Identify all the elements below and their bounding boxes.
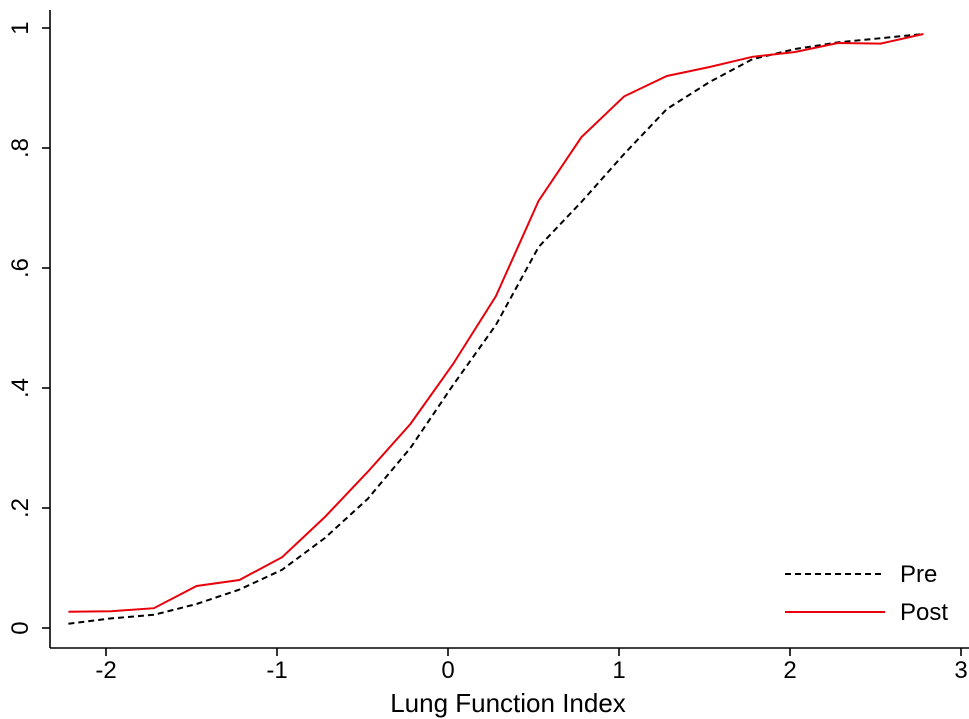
y-tick-label: .6 bbox=[7, 258, 34, 278]
legend-label-post: Post bbox=[900, 599, 948, 626]
legend: Pre Post bbox=[785, 561, 948, 626]
y-axis-ticks: 0 .2 .4 .6 .8 1 bbox=[7, 21, 50, 635]
y-tick-label: 0 bbox=[7, 621, 34, 634]
series-layer bbox=[68, 33, 924, 625]
x-tick-label: 2 bbox=[783, 657, 796, 684]
y-tick-label: .4 bbox=[7, 378, 34, 398]
x-tick-label: -1 bbox=[266, 657, 287, 684]
x-tick-label: 3 bbox=[954, 657, 967, 684]
x-tick-label: 1 bbox=[612, 657, 625, 684]
x-tick-label: 0 bbox=[441, 657, 454, 684]
x-axis-ticks: -2 -1 0 1 2 3 bbox=[95, 648, 968, 684]
legend-label-pre: Pre bbox=[900, 561, 937, 588]
x-axis-title: Lung Function Index bbox=[390, 688, 626, 718]
y-tick-label: .2 bbox=[7, 498, 34, 518]
series-line-pre bbox=[68, 33, 924, 625]
x-tick-label: -2 bbox=[95, 657, 116, 684]
series-line-post bbox=[68, 33, 924, 613]
y-tick-label: .8 bbox=[7, 138, 34, 158]
y-tick-label: 1 bbox=[7, 21, 34, 34]
plot-area bbox=[68, 33, 924, 625]
